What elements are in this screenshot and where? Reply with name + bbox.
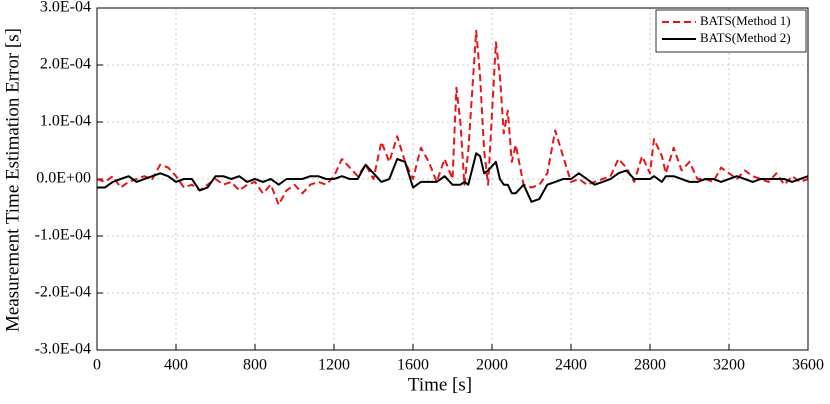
legend-label: BATS(Method 1) (700, 13, 791, 28)
series-line (96, 29, 809, 206)
x-tick-label: 400 (164, 357, 188, 374)
legend-label: BATS(Method 2) (700, 30, 791, 45)
x-tick-label: 3600 (792, 357, 824, 374)
x-tick-label: 800 (243, 357, 267, 374)
y-tick-label: -2.0E-04 (35, 284, 91, 301)
x-tick-label: 2000 (476, 357, 508, 374)
x-tick-label: 3200 (713, 357, 745, 374)
legend: BATS(Method 1) BATS(Method 2) (655, 9, 807, 53)
x-tick-label: 2400 (555, 357, 587, 374)
x-tick-label: 0 (93, 357, 101, 374)
y-tick-label: -1.0E-04 (35, 227, 91, 244)
x-tick-label: 2800 (634, 357, 666, 374)
y-tick-label: -3.0E-04 (35, 341, 91, 358)
x-axis-label: Time [s] (408, 374, 472, 395)
legend-box (655, 9, 807, 53)
x-tick-label: 1200 (318, 357, 350, 374)
series-line (97, 152, 809, 203)
y-tick-label: 1.0E-04 (40, 113, 91, 130)
plot-frame (96, 7, 809, 351)
y-axis-label: Measurement Time Estimation Error [s] (2, 28, 23, 332)
y-tick-label: 3.0E-04 (40, 0, 91, 16)
y-tick-label: 0.0E+00 (36, 170, 91, 187)
y-tick-label: 2.0E-04 (40, 56, 91, 73)
x-tick-label: 1600 (397, 357, 429, 374)
